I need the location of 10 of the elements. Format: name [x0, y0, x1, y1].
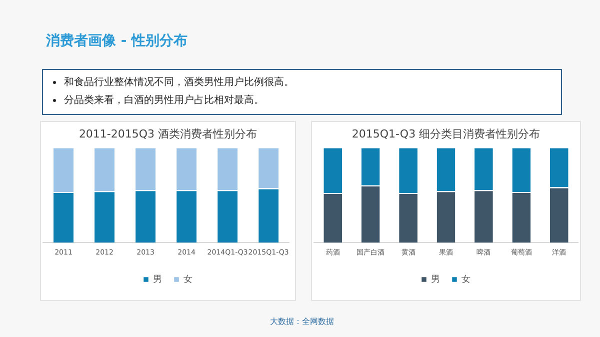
chart-title: 2011-2015Q3 酒类消费者性别分布	[78, 127, 258, 140]
legend-label: 男	[431, 274, 440, 285]
legend-label: 女	[184, 274, 192, 285]
text: 大数据：全网数据	[270, 316, 334, 327]
text: 和食品行业整体情况不同，酒类男性用户比例很高。	[64, 77, 294, 88]
text: 分品类来看，白酒的男性用户占比相对最高。	[64, 95, 264, 106]
legend-label: 男	[153, 274, 162, 285]
text: 消费者画像 - 性别分布	[46, 32, 188, 50]
chart-title: 2015Q1-Q3 细分类目消费者性别分布	[352, 127, 540, 140]
legend-label: 女	[462, 274, 470, 285]
